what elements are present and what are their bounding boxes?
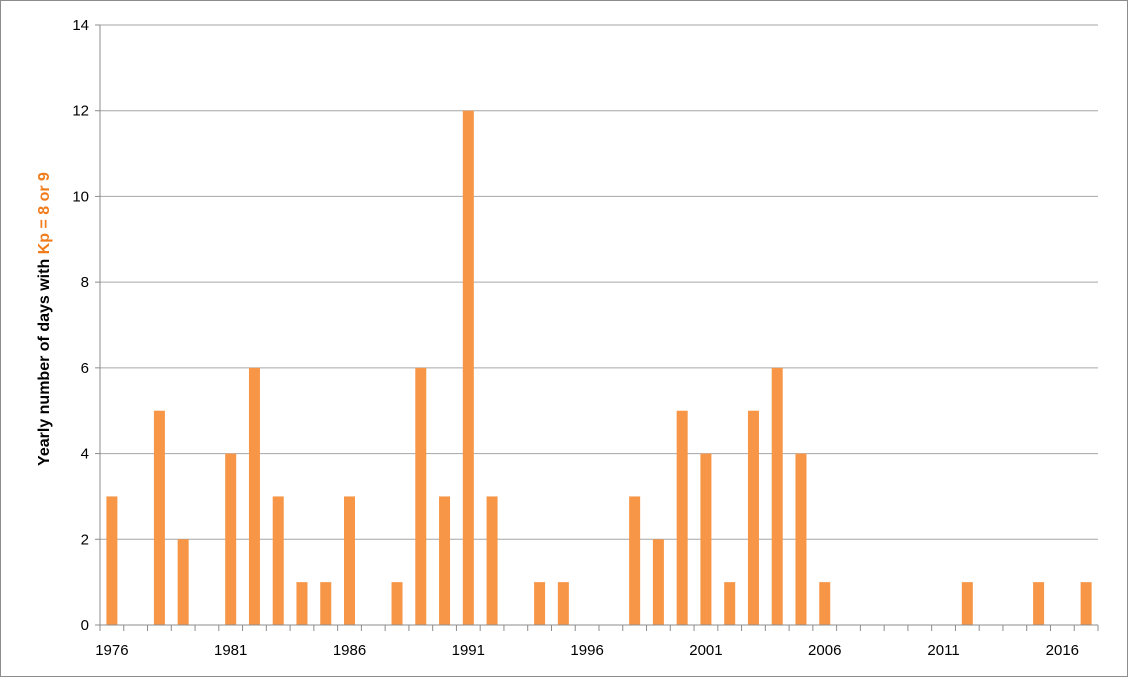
x-tick-label-2006: 2006 — [808, 642, 841, 659]
bar-1981 — [225, 453, 237, 625]
y-tick-label-8: 8 — [81, 274, 89, 291]
bar-2015 — [1033, 582, 1045, 625]
y-tick-label-6: 6 — [81, 360, 89, 377]
axes — [95, 24, 1099, 631]
x-tick-label-1986: 1986 — [333, 642, 366, 659]
x-tick-label-2016: 2016 — [1046, 642, 1079, 659]
bar-1978 — [153, 410, 165, 625]
bar-2006 — [819, 582, 831, 625]
bar-2004 — [771, 367, 783, 625]
bar-2003 — [747, 410, 759, 625]
bar-1976 — [106, 496, 118, 625]
x-tick-label-2011: 2011 — [927, 642, 959, 659]
x-tick-label-1991: 1991 — [452, 642, 485, 659]
y-axis-label: Yearly number of days with Kp = 8 or 9 — [36, 172, 53, 466]
bar-1995 — [557, 582, 569, 625]
x-tick-label-1981: 1981 — [214, 642, 247, 659]
bar-1991 — [462, 110, 474, 625]
bar-1998 — [629, 496, 641, 625]
bar-1983 — [272, 496, 284, 625]
gridlines — [100, 24, 1098, 540]
y-tick-label-2: 2 — [81, 531, 89, 548]
bar-1988 — [391, 582, 403, 625]
bar-2012 — [961, 582, 973, 625]
bar-1984 — [296, 582, 308, 625]
y-tick-label-12: 12 — [72, 103, 89, 120]
x-tick-label-1996: 1996 — [570, 642, 603, 659]
bar-2005 — [795, 453, 807, 625]
bar-1994 — [534, 582, 546, 625]
y-tick-label-0: 0 — [81, 617, 89, 634]
x-tick-label-1976: 1976 — [95, 642, 128, 659]
bar-1985 — [320, 582, 332, 625]
y-tick-label-4: 4 — [81, 446, 89, 463]
bars — [106, 110, 1092, 625]
bar-1986 — [344, 496, 355, 625]
bar-2002 — [724, 582, 736, 625]
bar-1982 — [248, 367, 260, 625]
y-tick-labels: 0 2 4 6 8 10 12 14 — [72, 17, 89, 634]
y-tick-label-10: 10 — [72, 188, 89, 205]
bar-1999 — [652, 539, 664, 625]
x-tick-labels: 1976 1981 1986 1991 1996 2001 2006 2011 2016 — [95, 642, 1079, 659]
x-tick-label-2001: 2001 — [689, 642, 722, 659]
bar-2000 — [676, 410, 688, 625]
bar-1989 — [415, 367, 427, 625]
bar-1992 — [486, 496, 498, 625]
bar-1979 — [177, 539, 189, 625]
y-tick-label-14: 14 — [72, 17, 89, 34]
y-axis-label-prefix: Yearly number of days with — [36, 254, 53, 466]
bar-2017 — [1080, 582, 1092, 625]
bar-2001 — [700, 453, 712, 625]
y-axis-label-highlight: Kp = 8 or 9 — [36, 172, 53, 254]
bar-1990 — [439, 496, 451, 625]
